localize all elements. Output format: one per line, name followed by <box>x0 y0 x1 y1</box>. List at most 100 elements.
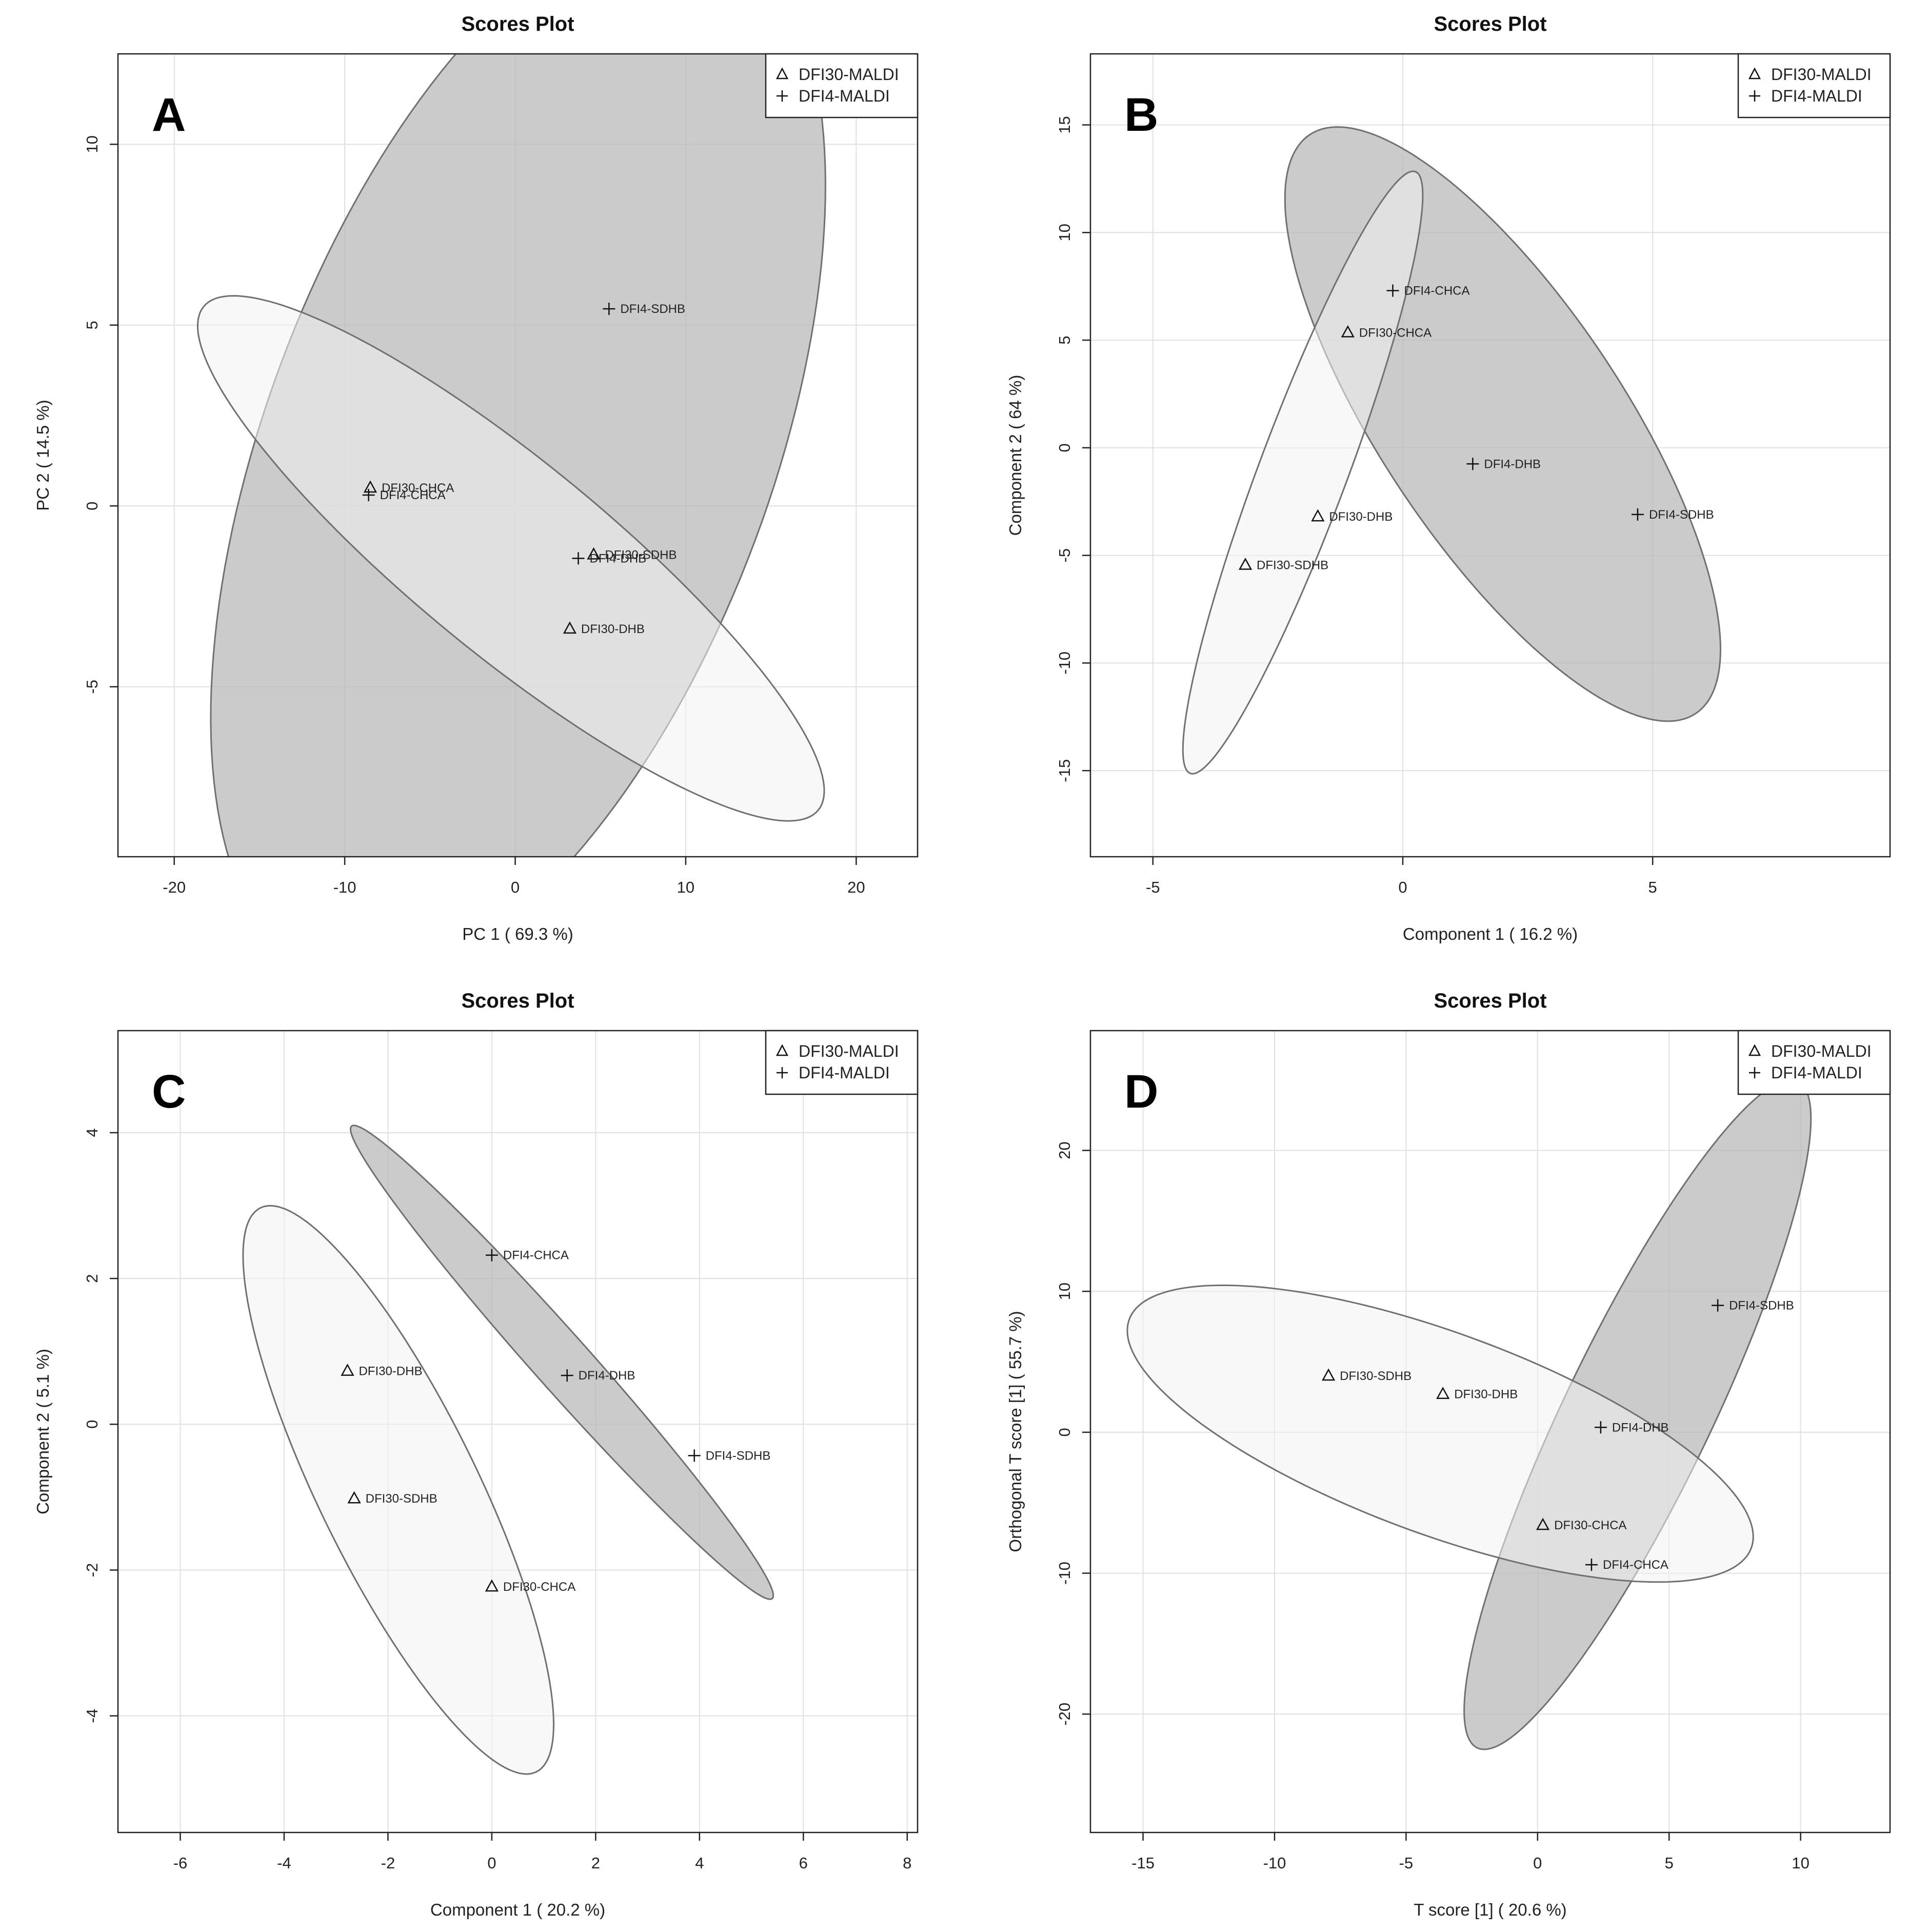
point-plus-marker <box>1712 1299 1724 1312</box>
plot-frame <box>117 1030 919 1834</box>
point-triangle-marker <box>1341 325 1355 338</box>
point-label: DFI30-DHB <box>1329 510 1393 524</box>
legend-triangle-icon <box>776 1044 789 1056</box>
x-tick-label: 10 <box>1792 1854 1809 1872</box>
legend-entry: DFI4-MALDI <box>1771 87 1862 105</box>
y-tick-label: -15 <box>1056 759 1074 782</box>
y-tick-label: 0 <box>1056 1428 1074 1436</box>
panel-a: -20 -10 0 10 20 -5 0 5 10 Scores Plot PC 1 ( 69.3 … <box>33 13 919 943</box>
confidence-ellipse-dfi4-maldi <box>349 1125 774 1600</box>
y-axis-label: Component 2 ( 64 %) <box>1006 375 1025 536</box>
chart-title: Scores Plot <box>461 13 574 35</box>
point-label: DFI4-SDHB <box>706 1449 771 1463</box>
legend-plus-icon <box>777 90 788 102</box>
point-triangle-marker <box>341 1363 354 1376</box>
x-axis-label: Component 1 ( 20.2 %) <box>430 1900 605 1919</box>
legend-entry: DFI4-MALDI <box>799 1063 890 1082</box>
panel-b: -5 0 5 -15 -10 -5 0 5 10 15 Scores Plot Component 1… <box>1006 13 1891 943</box>
legend-triangle-icon <box>1748 67 1761 80</box>
ellipses <box>1182 126 1722 775</box>
point-plus-marker <box>485 1249 498 1261</box>
point-triangle-marker <box>347 1491 361 1504</box>
points: DFI4-CHCA DFI30-CHCA DFI4-DHB DFI30-DHB DFI4… <box>1238 284 1714 572</box>
y-axis-label: PC 2 ( 14.5 %) <box>33 400 52 510</box>
x-tick-label: -10 <box>333 878 356 896</box>
chart-title: Scores Plot <box>1434 13 1546 35</box>
y-tick-label: 4 <box>83 1128 101 1137</box>
point-label: DFI30-SDHB <box>1340 1369 1412 1383</box>
point-label: DFI30-DHB <box>359 1365 422 1378</box>
point-label: DFI4-SDHB <box>620 302 685 316</box>
legend: DFI30-MALDI DFI4-MALDI <box>1737 53 1891 119</box>
legend-box <box>1737 53 1891 119</box>
point-label: DFI30-SDHB <box>605 548 677 562</box>
point-label: DFI4-CHCA <box>380 488 446 502</box>
panel-letter: D <box>1124 1066 1158 1118</box>
point-triangle-marker <box>363 480 377 493</box>
legend-plus-icon <box>1749 90 1760 102</box>
legend: DFI30-MALDI DFI4-MALDI <box>765 53 919 119</box>
point-label: DFI30-SDHB <box>1257 558 1328 572</box>
point-plus-marker <box>561 1369 573 1382</box>
y-tick-label: 10 <box>1056 224 1074 241</box>
point-triangle-marker <box>587 547 601 560</box>
x-tick-label: 0 <box>511 878 520 896</box>
y-tick-label: -4 <box>83 1709 101 1723</box>
y-tick-label: -5 <box>1056 548 1074 563</box>
points: DFI4-CHCA DFI30-DHB DFI4-DHB DFI4-SDHB DFI30… <box>341 1249 771 1594</box>
plot-frame <box>1089 53 1891 858</box>
x-tick-label: 8 <box>903 1854 911 1872</box>
x-tick-label: 20 <box>847 878 865 896</box>
point-label: DFI30-SDHB <box>366 1492 438 1506</box>
legend-entry: DFI30-MALDI <box>1771 65 1872 84</box>
x-tick-label: -4 <box>277 1854 291 1872</box>
ellipses <box>242 1125 774 1775</box>
chart-title: Scores Plot <box>461 990 574 1012</box>
legend-entry: DFI30-MALDI <box>799 1042 899 1060</box>
ticks: -6 -4 -2 0 2 4 6 8 -4 -2 0 2 4 <box>83 1128 911 1872</box>
legend-box <box>765 53 919 119</box>
point-label: DFI4-DHB <box>579 1369 635 1383</box>
point-label: DFI30-CHCA <box>382 481 454 495</box>
y-tick-label: 10 <box>83 135 101 153</box>
y-tick-label: 0 <box>83 502 101 510</box>
ticks: -5 0 5 -15 -10 -5 0 5 10 15 <box>1056 116 1657 896</box>
confidence-ellipse-dfi30-maldi <box>1126 1284 1754 1583</box>
point-label: DFI30-DHB <box>1454 1388 1518 1402</box>
confidence-ellipse-dfi30-maldi <box>1182 170 1424 775</box>
point-label: DFI4-CHCA <box>503 1249 569 1263</box>
y-tick-label: -20 <box>1056 1703 1074 1726</box>
x-tick-label: 0 <box>1398 878 1407 896</box>
x-axis-label: T score [1] ( 20.6 %) <box>1414 1900 1566 1919</box>
ticks: -20 -10 0 10 20 -5 0 5 10 <box>83 135 865 896</box>
legend-plus-icon <box>1749 1067 1760 1078</box>
x-tick-label: 4 <box>695 1854 704 1872</box>
legend-entry: DFI4-MALDI <box>1771 1063 1862 1082</box>
point-label: DFI4-SDHB <box>1649 508 1714 522</box>
y-tick-label: 0 <box>1056 443 1074 452</box>
panel-letter: A <box>152 89 186 141</box>
point-plus-marker <box>603 302 615 315</box>
x-axis-label: PC 1 ( 69.3 %) <box>462 924 573 943</box>
y-tick-label: 10 <box>1056 1283 1074 1300</box>
x-tick-label: 5 <box>1648 878 1657 896</box>
x-tick-label: 2 <box>591 1854 600 1872</box>
legend-triangle-icon <box>1748 1044 1761 1056</box>
point-triangle-marker <box>563 621 577 634</box>
legend: DFI30-MALDI DFI4-MALDI <box>765 1030 919 1095</box>
confidence-ellipse-dfi30-maldi <box>196 295 825 822</box>
point-plus-marker <box>1466 458 1479 470</box>
y-tick-label: 15 <box>1056 116 1074 133</box>
y-tick-label: 0 <box>83 1420 101 1429</box>
panel-letter: B <box>1124 89 1158 141</box>
point-label: DFI4-DHB <box>590 551 647 565</box>
x-tick-label: -6 <box>173 1854 188 1872</box>
y-tick-label: 20 <box>1056 1141 1074 1159</box>
point-triangle-marker <box>1436 1387 1450 1399</box>
point-label: DFI4-SDHB <box>1729 1299 1794 1313</box>
ticks: -15 -10 -5 0 5 10 -20 -10 0 10 20 <box>1056 1141 1810 1872</box>
y-tick-label: -5 <box>83 680 101 694</box>
ellipses <box>196 54 826 857</box>
